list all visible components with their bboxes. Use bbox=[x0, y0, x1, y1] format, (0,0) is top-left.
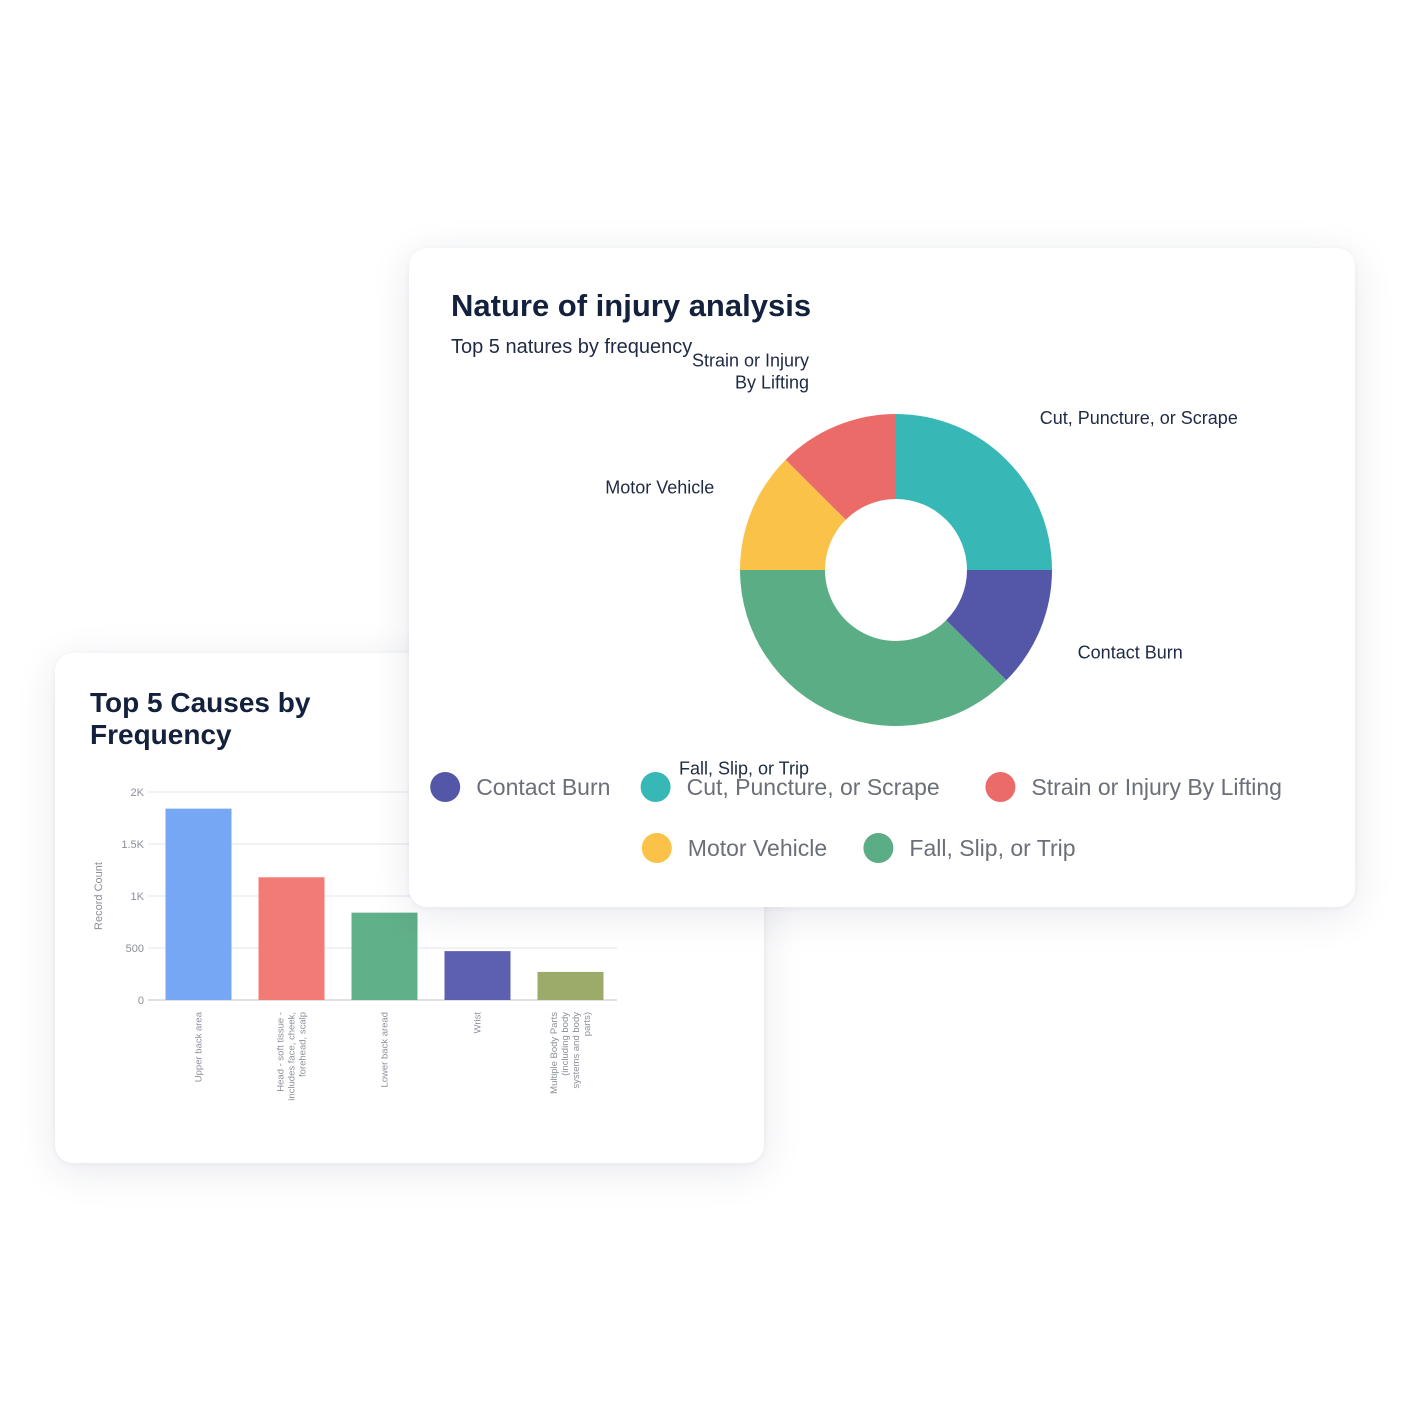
donut-slice-motor-vehicle[interactable] bbox=[740, 459, 846, 570]
donut-label-cut-puncture-or-scrape: Cut, Puncture, or Scrape bbox=[1040, 408, 1238, 428]
legend-item-motor-vehicle[interactable]: Motor Vehicle bbox=[641, 833, 827, 863]
legend-label: Strain or Injury By Lifting bbox=[1031, 774, 1282, 800]
donut-slice-strain-or-injury-by-lifting[interactable] bbox=[785, 414, 896, 520]
causes-title-line2: Frequency bbox=[90, 719, 232, 750]
bar-lower-back-aread[interactable] bbox=[351, 912, 418, 1000]
y-tick-label: 1K bbox=[131, 891, 145, 903]
causes-title-line1: Top 5 Causes by bbox=[90, 687, 311, 718]
causes-bar-chart: 0 500 1K 1.5K 2K Record Count Upper back area H… bbox=[93, 787, 617, 1101]
donut-label-fall-slip-or-trip: Fall, Slip, or Trip bbox=[679, 759, 809, 779]
nature-subtitle: Top 5 natures by frequency bbox=[451, 336, 693, 358]
nature-title: Nature of injury analysis bbox=[451, 288, 812, 323]
legend-label: Fall, Slip, or Trip bbox=[909, 835, 1075, 861]
y-tick-label: 500 bbox=[126, 943, 144, 955]
x-category-label: Head - soft tissue -includes face, cheek… bbox=[276, 1012, 309, 1101]
donut-slice-contact-burn[interactable] bbox=[946, 570, 1052, 681]
bar-wrist[interactable] bbox=[444, 951, 511, 1000]
donut-slice-fall-slip-or-trip[interactable] bbox=[740, 570, 1007, 726]
causes-title: Top 5 Causes by Frequency bbox=[90, 687, 390, 751]
y-tick-label: 2K bbox=[131, 787, 145, 799]
legend-label: Cut, Puncture, or Scrape bbox=[687, 774, 940, 800]
x-category-label: Lower back aread bbox=[380, 1012, 391, 1088]
bar-head-soft-tissue-includes-face[interactable] bbox=[258, 877, 325, 1000]
nature-card: Nature of injury analysis Top 5 natures … bbox=[409, 248, 1355, 907]
bar-multiple-body-parts-including-[interactable] bbox=[537, 971, 604, 1000]
y-tick-label: 1.5K bbox=[121, 839, 144, 851]
legend-item-cut-puncture-or-scrape[interactable]: Cut, Puncture, or Scrape bbox=[640, 772, 940, 802]
x-category-label: Wrist bbox=[473, 1012, 484, 1034]
legend-item-contact-burn[interactable]: Contact Burn bbox=[430, 772, 610, 802]
y-tick-label: 0 bbox=[138, 995, 144, 1007]
legend-swatch bbox=[863, 833, 894, 863]
legend-label: Contact Burn bbox=[476, 774, 610, 800]
legend-swatch bbox=[640, 772, 671, 802]
bar-upper-back-area[interactable] bbox=[165, 808, 232, 1000]
legend-swatch bbox=[641, 833, 672, 863]
y-axis-label: Record Count bbox=[93, 862, 105, 930]
nature-donut-chart: Contact Burn Fall, Slip, or Trip Motor Veh… bbox=[430, 350, 1282, 863]
legend-swatch bbox=[985, 772, 1016, 802]
legend-label: Motor Vehicle bbox=[688, 835, 827, 861]
donut-label-motor-vehicle: Motor Vehicle bbox=[605, 478, 714, 498]
x-category-label: Upper back area bbox=[194, 1011, 205, 1082]
donut-label-strain-or-injury-by-lifting: Strain or Injury By Lifting bbox=[692, 350, 809, 392]
legend-item-fall-slip-or-trip[interactable]: Fall, Slip, or Trip bbox=[863, 833, 1076, 863]
donut-label-contact-burn: Contact Burn bbox=[1078, 642, 1183, 662]
legend-swatch bbox=[430, 772, 461, 802]
x-category-label: Multiple Body Parts(including bodysystem… bbox=[549, 1012, 593, 1094]
legend-item-strain-or-injury-by-lifting[interactable]: Strain or Injury By Lifting bbox=[985, 772, 1282, 802]
donut-slice-cut-puncture-or-scrape[interactable] bbox=[896, 414, 1052, 570]
